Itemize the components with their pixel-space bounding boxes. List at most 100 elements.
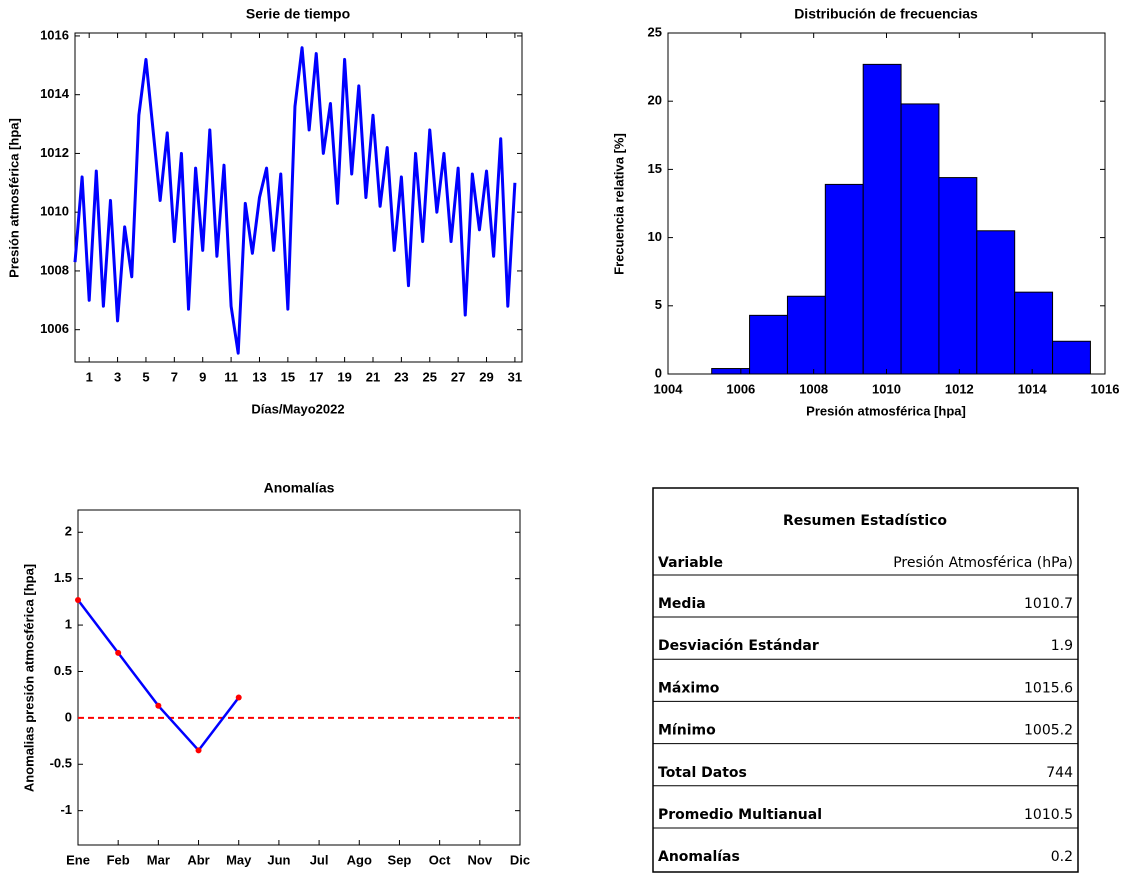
y-tick-label: 1.5 xyxy=(54,570,72,585)
histogram-bar xyxy=(824,183,864,375)
y-tick-label: 1008 xyxy=(40,262,69,277)
y-tick-label: 1014 xyxy=(40,86,70,101)
histogram-bar xyxy=(749,314,788,375)
table-value: 1.9 xyxy=(1051,638,1073,654)
x-axis-label: Presión atmosférica [hpa] xyxy=(806,403,966,418)
data-point xyxy=(75,597,81,604)
x-tick-label: 1006 xyxy=(726,381,755,396)
table-value: 1005.2 xyxy=(1024,723,1073,739)
x-tick-label: Ago xyxy=(347,852,372,867)
table-title: Resumen Estadístico xyxy=(783,513,947,529)
x-tick-label: 1004 xyxy=(654,381,684,396)
x-tick-label: Abr xyxy=(187,852,209,867)
chart-title: Serie de tiempo xyxy=(246,6,350,22)
table-value: 744 xyxy=(1046,765,1073,781)
x-tick-label: 25 xyxy=(423,369,437,384)
data-point xyxy=(115,649,122,656)
x-tick-label: Ene xyxy=(66,852,90,867)
x-tick-label: Sep xyxy=(388,852,412,867)
data-line xyxy=(77,599,240,752)
y-tick-label: 0.5 xyxy=(54,663,72,678)
table-value: 0.2 xyxy=(1051,849,1073,865)
table-value: 1010.7 xyxy=(1024,596,1073,612)
table-label: Total Datos xyxy=(658,765,747,781)
x-tick-label: Mar xyxy=(147,852,170,867)
plot-frame xyxy=(74,32,523,363)
table-value: 1015.6 xyxy=(1024,680,1073,696)
table-header: Variable xyxy=(658,555,723,571)
histogram-bar xyxy=(862,63,902,375)
x-tick-label: 31 xyxy=(508,369,522,384)
y-tick-label: 1012 xyxy=(40,145,69,160)
data-point xyxy=(155,702,162,709)
table-label: Media xyxy=(658,596,706,612)
x-tick-label: 1008 xyxy=(799,381,828,396)
histogram-bar xyxy=(1014,291,1054,375)
table-label: Máximo xyxy=(658,680,720,696)
y-tick-label: 1016 xyxy=(40,27,69,42)
x-tick-label: 13 xyxy=(252,369,266,384)
x-tick-label: 17 xyxy=(309,369,323,384)
y-tick-label: 25 xyxy=(648,24,662,39)
table-label: Anomalías xyxy=(658,849,740,865)
x-tick-label: 1012 xyxy=(945,381,974,396)
histogram-bar xyxy=(786,295,826,375)
x-axis-label: Días/Mayo2022 xyxy=(251,401,344,416)
histogram-bar xyxy=(976,230,1016,375)
x-tick-label: May xyxy=(226,852,252,867)
chart-title: Distribución de frecuencias xyxy=(794,6,978,22)
plot-frame xyxy=(77,509,521,846)
table-header: Presión Atmosférica (hPa) xyxy=(893,555,1073,571)
x-tick-label: 15 xyxy=(281,369,295,384)
x-tick-label: 5 xyxy=(142,369,149,384)
x-tick-label: 27 xyxy=(451,369,465,384)
x-tick-label: Feb xyxy=(107,852,130,867)
table-label: Desviación Estándar xyxy=(658,638,819,654)
x-tick-label: Jul xyxy=(310,852,329,867)
x-tick-label: 1 xyxy=(86,369,93,384)
table-label: Promedio Multianual xyxy=(658,807,822,823)
x-tick-label: 21 xyxy=(366,369,380,384)
y-axis-label: Anomalias presión atmosférica [hpa] xyxy=(21,564,36,792)
table-label: Mínimo xyxy=(658,723,716,739)
x-tick-label: 19 xyxy=(337,369,351,384)
histogram-bar xyxy=(900,103,940,375)
x-tick-label: 7 xyxy=(171,369,178,384)
y-tick-label: 15 xyxy=(648,161,662,176)
x-tick-label: Oct xyxy=(429,852,451,867)
x-tick-label: 9 xyxy=(199,369,206,384)
y-tick-label: 1 xyxy=(65,617,72,632)
y-axis-label: Frecuencia relativa [%] xyxy=(611,133,626,275)
table-border xyxy=(652,487,1079,873)
y-axis-label: Presión atmosférica [hpa] xyxy=(6,118,21,278)
y-tick-label: 20 xyxy=(648,93,662,108)
x-tick-label: 1016 xyxy=(1091,381,1120,396)
x-tick-label: 3 xyxy=(114,369,121,384)
y-tick-label: 2 xyxy=(65,524,72,539)
y-tick-label: 0 xyxy=(655,365,662,380)
histogram-bar xyxy=(938,177,978,375)
histogram-bar xyxy=(711,368,751,375)
table-value: 1010.5 xyxy=(1024,807,1073,823)
histogram-bar xyxy=(1052,340,1091,375)
y-tick-label: 5 xyxy=(655,297,662,312)
x-tick-label: 29 xyxy=(479,369,493,384)
x-tick-label: Jun xyxy=(267,852,290,867)
x-tick-label: Dic xyxy=(510,852,530,867)
x-tick-label: 1010 xyxy=(872,381,901,396)
x-tick-label: 1014 xyxy=(1018,381,1048,396)
data-point xyxy=(195,747,202,754)
data-point xyxy=(235,694,242,701)
x-tick-label: 23 xyxy=(394,369,408,384)
x-tick-label: Nov xyxy=(468,852,493,867)
y-tick-label: -1 xyxy=(60,802,72,817)
x-tick-label: 11 xyxy=(224,369,238,384)
y-tick-label: 0 xyxy=(65,709,72,724)
y-tick-label: 1010 xyxy=(40,204,69,219)
y-tick-label: 10 xyxy=(648,229,662,244)
chart-title: Anomalías xyxy=(264,480,335,496)
y-tick-label: 1006 xyxy=(40,321,69,336)
data-line xyxy=(73,46,517,355)
y-tick-label: -0.5 xyxy=(50,756,72,771)
